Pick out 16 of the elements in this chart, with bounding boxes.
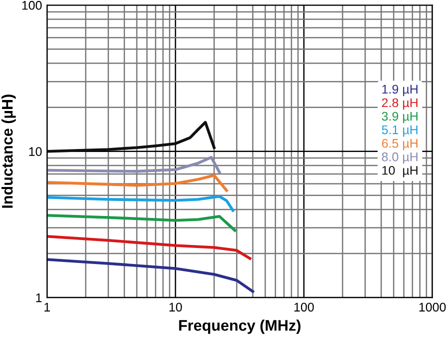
text: 2.8 µH [382, 98, 418, 110]
y-tick-label: 100 [22, 0, 42, 10]
text: 1.9 µH [382, 84, 418, 96]
text: 10 µH [382, 166, 418, 178]
x-tick-label: 1 [44, 302, 50, 312]
y-tick-label: 10 [29, 147, 42, 156]
x-tick-label: 100 [294, 302, 314, 312]
y-tick-label: 1 [36, 293, 42, 302]
text: 5.1 µH [382, 126, 418, 137]
text: 6.5 µH [382, 138, 418, 150]
y-axis-title: Inductance (µH) [2, 94, 16, 208]
x-tick-label: 10 [169, 302, 182, 312]
text: 3.9 µH [382, 112, 418, 124]
x-axis-title: Frequency (MHz) [179, 320, 300, 334]
text: 8.0 µH [382, 152, 418, 164]
x-tick-label: 1000 [419, 302, 446, 312]
